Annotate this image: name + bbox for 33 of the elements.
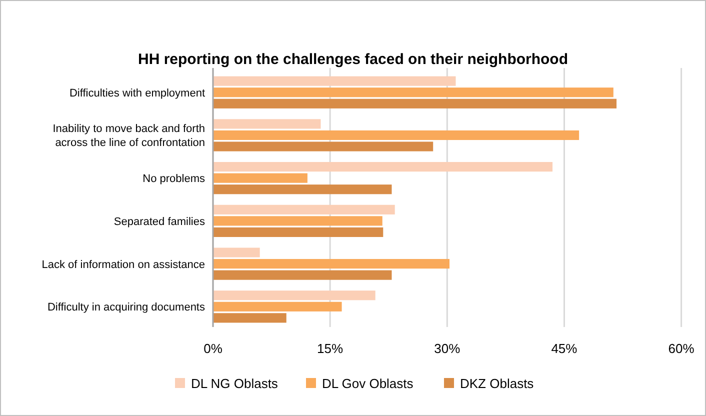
chart-title: HH reporting on the challenges faced on their neighborhood (138, 51, 568, 68)
bar (213, 88, 614, 98)
y-tick-label: Difficulty in acquiring documents (47, 302, 206, 314)
x-tick-label: 45% (551, 341, 578, 356)
bar (213, 162, 553, 172)
bar (213, 98, 617, 108)
legend-label: DL NG Oblasts (191, 376, 278, 391)
bar (213, 130, 580, 140)
x-tick-label: 60% (668, 341, 695, 356)
y-tick-label: Lack of information on assistance (42, 258, 205, 271)
bar (213, 258, 450, 269)
bar (213, 173, 308, 183)
y-tick-label: No problems (142, 173, 206, 186)
bar (213, 302, 342, 312)
bar (213, 248, 260, 258)
bar (213, 216, 382, 226)
bar (213, 142, 434, 152)
bar (213, 76, 456, 86)
y-tick-label: Separated families (114, 216, 206, 228)
x-tick-label: 15% (317, 341, 344, 356)
x-tick-label: 0% (204, 341, 223, 356)
bar (213, 227, 384, 237)
bar (213, 119, 321, 129)
bar (213, 270, 392, 280)
y-tick-label: Difficulties with employment (69, 87, 205, 100)
legend-label: DL Gov Oblasts (322, 376, 414, 391)
bar (213, 184, 392, 194)
bar (213, 313, 286, 323)
y-tick-label: Inability to move back and forth across the line of confrontation (52, 123, 205, 150)
bar (213, 290, 376, 300)
bar (213, 204, 395, 214)
legend-label: DKZ Oblasts (460, 376, 534, 391)
x-tick-label: 30% (434, 341, 461, 356)
